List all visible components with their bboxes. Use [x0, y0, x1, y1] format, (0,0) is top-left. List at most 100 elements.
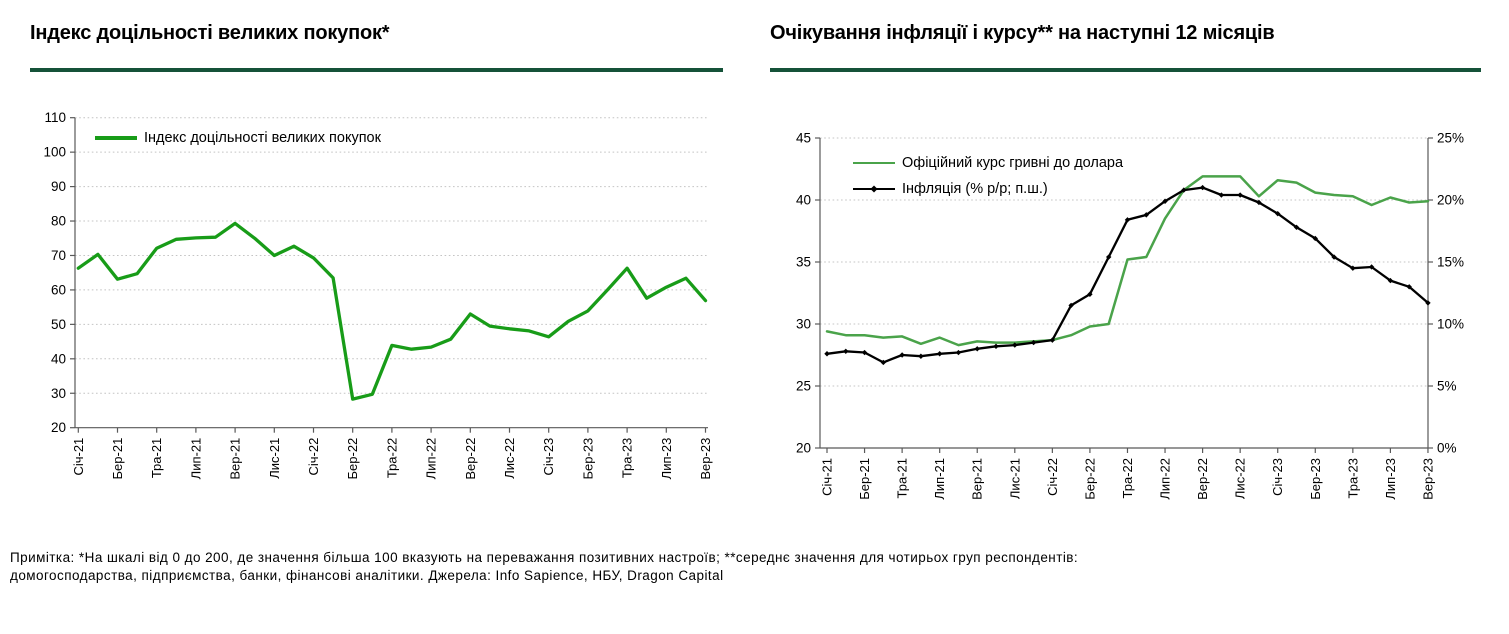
data-point-diamond-icon — [1368, 264, 1375, 270]
data-point-diamond-icon — [1256, 199, 1262, 206]
y-axis-tick-label: 40 — [796, 193, 811, 208]
data-point-diamond-icon — [1181, 187, 1187, 193]
data-point-diamond-icon — [1143, 212, 1149, 218]
right-y-axis-tick-label: 15% — [1437, 255, 1464, 270]
right-y-axis-tick-label: 20% — [1437, 193, 1464, 208]
x-axis-tick-label: Січ-21 — [71, 438, 86, 476]
data-point-diamond-icon — [1387, 277, 1394, 284]
x-axis-tick-label: Бер-21 — [110, 438, 125, 480]
x-axis-tick-label: Січ-21 — [820, 458, 835, 496]
data-point-diamond-icon — [1425, 300, 1431, 306]
y-axis-tick-label: 20 — [796, 441, 811, 456]
x-axis-tick-label: Січ-22 — [306, 438, 321, 476]
x-axis-tick-label: Вер-23 — [1420, 458, 1435, 500]
data-point-diamond-icon — [1030, 339, 1037, 346]
y-axis-tick-label: 100 — [43, 145, 66, 160]
data-point-diamond-icon — [1068, 302, 1074, 309]
left-title-underline — [30, 68, 723, 72]
x-axis-tick-label: Тра-21 — [895, 458, 910, 498]
y-axis-tick-label: 45 — [796, 131, 811, 146]
x-axis-tick-label: Тра-21 — [149, 438, 164, 478]
x-axis-tick-label: Січ-23 — [541, 438, 556, 476]
y-axis-tick-label: 90 — [51, 179, 66, 194]
right-y-axis-tick-label: 5% — [1437, 379, 1457, 394]
data-point-diamond-icon — [1106, 254, 1112, 260]
legend-row: Індекс доцільності великих покупок — [95, 130, 381, 146]
x-axis-tick-label: Лис-21 — [267, 438, 282, 479]
left-chart-title: Індекс доцільності великих покупок* — [30, 22, 390, 44]
x-axis-tick-label: Лис-22 — [1233, 458, 1248, 499]
x-axis-tick-label: Вер-22 — [1195, 458, 1210, 500]
x-axis-tick-label: Вер-21 — [228, 438, 243, 480]
data-point-diamond-icon — [955, 349, 962, 356]
data-point-diamond-icon — [1406, 284, 1412, 290]
data-point-diamond-icon — [1312, 235, 1318, 242]
x-axis-tick-label: Лип-23 — [659, 438, 674, 480]
x-axis-tick-label: Бер-21 — [857, 458, 872, 500]
series-line — [76, 221, 708, 401]
series-line — [825, 175, 1430, 347]
y-axis-tick-label: 20 — [51, 420, 66, 435]
y-axis-tick-label: 35 — [796, 255, 811, 270]
y-axis-tick-label: 30 — [51, 386, 66, 401]
data-point-diamond-icon — [974, 346, 980, 352]
x-axis-tick-label: Тра-22 — [384, 438, 399, 478]
x-axis-tick-label: Бер-23 — [1308, 458, 1323, 500]
x-axis-tick-label: Лип-21 — [188, 438, 203, 480]
data-point-diamond-icon — [1087, 291, 1093, 297]
x-axis-tick-label: Бер-22 — [1082, 458, 1097, 500]
x-axis-tick-label: Бер-22 — [345, 438, 360, 480]
legend-row: Офіційний курс гривні до долара — [853, 155, 1123, 171]
x-axis-tick-label: Січ-23 — [1270, 458, 1285, 496]
x-axis-tick-label: Лип-23 — [1383, 458, 1398, 500]
y-axis-tick-label: 25 — [796, 379, 811, 394]
x-axis-tick-label: Січ-22 — [1045, 458, 1060, 496]
y-axis-tick-label: 110 — [44, 110, 66, 125]
data-point-diamond-icon — [880, 359, 887, 366]
right-chart-title: Очікування інфляції і курсу** на наступн… — [770, 22, 1275, 44]
legend-row: Інфляція (% р/р; п.ш.) — [853, 181, 1123, 197]
data-point-diamond-icon — [936, 351, 943, 357]
data-point-diamond-icon — [824, 351, 830, 357]
right-y-axis-tick-label: 10% — [1437, 317, 1464, 332]
data-point-diamond-icon — [1237, 192, 1243, 198]
x-axis-tick-label: Лис-22 — [502, 438, 517, 479]
x-axis-tick-label: Тра-22 — [1120, 458, 1135, 498]
y-axis-tick-label: 70 — [51, 248, 66, 263]
right-y-axis-tick-label: 0% — [1437, 441, 1457, 456]
legend-label: Індекс доцільності великих покупок — [144, 130, 381, 146]
right-y-axis-tick-label: 25% — [1437, 131, 1464, 146]
x-axis-tick-label: Лис-21 — [1007, 458, 1022, 499]
x-axis-tick-label: Тра-23 — [1345, 458, 1360, 498]
black-line-diamond-swatch-icon — [853, 185, 895, 193]
x-axis-tick-label: Лип-22 — [424, 438, 439, 480]
right-chart-legend: Офіційний курс гривні до долара Інфляція… — [853, 155, 1123, 207]
data-point-diamond-icon — [918, 353, 924, 359]
x-axis-tick-label: Вер-21 — [970, 458, 985, 500]
data-point-diamond-icon — [1012, 342, 1018, 348]
footnote-line2: домогосподарства, підприємства, банки, ф… — [10, 567, 724, 583]
data-point-diamond-icon — [899, 352, 905, 358]
legend-label: Інфляція (% р/р; п.ш.) — [902, 181, 1048, 197]
x-axis-tick-label: Вер-22 — [463, 438, 478, 480]
data-point-diamond-icon — [1275, 210, 1281, 217]
green-line-swatch-icon — [853, 161, 895, 165]
x-axis-tick-label: Тра-23 — [620, 438, 635, 478]
data-point-diamond-icon — [1199, 184, 1206, 191]
data-point-diamond-icon — [1162, 198, 1168, 204]
y-axis-tick-label: 50 — [51, 317, 66, 332]
data-point-diamond-icon — [1218, 192, 1225, 198]
legend-label: Офіційний курс гривні до долара — [902, 155, 1124, 171]
green-line-swatch-icon — [95, 136, 137, 140]
inflation-fx-expectations-chart: 45 40 35 30 25 20 25% 20% 15% 10% 5% 0% Січ-21 Бер-21… — [796, 131, 1464, 500]
y-axis-tick-label: 80 — [51, 214, 66, 229]
right-title-underline — [770, 68, 1481, 72]
data-point-diamond-icon — [1293, 224, 1300, 230]
footnote: Примітка: *На шкалі від 0 до 200, де зна… — [10, 549, 1078, 584]
x-axis-tick-label: Лип-21 — [932, 458, 947, 500]
y-axis-tick-label: 60 — [51, 282, 66, 297]
data-point-diamond-icon — [843, 348, 849, 354]
data-point-diamond-icon — [861, 349, 868, 356]
footnote-line1: Примітка: *На шкалі від 0 до 200, де зна… — [10, 550, 1079, 565]
